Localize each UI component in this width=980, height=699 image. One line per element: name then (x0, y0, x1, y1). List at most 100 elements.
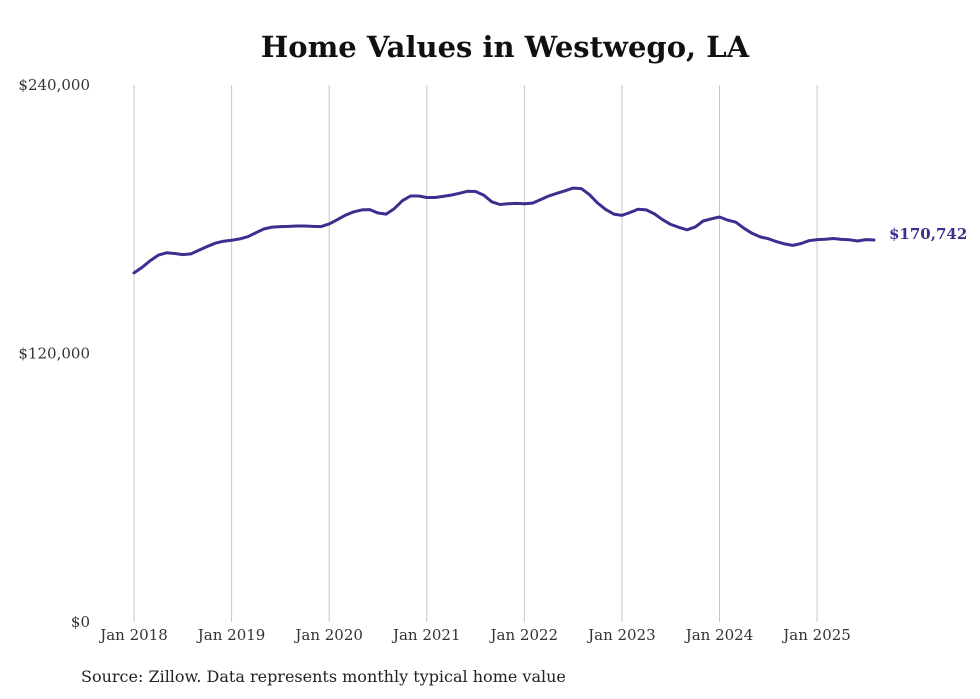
data-point (588, 193, 591, 196)
data-point (222, 240, 225, 243)
data-point (352, 210, 355, 214)
data-point (783, 242, 786, 246)
data-point (840, 238, 843, 241)
y-tick-label: $240,000 (18, 76, 90, 94)
data-point (645, 208, 648, 212)
data-point (864, 238, 868, 241)
data-point (165, 251, 168, 254)
data-point (685, 228, 689, 231)
data-point (319, 225, 323, 228)
data-point (449, 193, 453, 197)
x-tick-label: Jan 2024 (684, 626, 754, 644)
data-point (539, 198, 542, 201)
data-point (287, 225, 290, 228)
data-point (628, 211, 632, 214)
x-tick-label: Jan 2020 (293, 626, 363, 644)
data-point (767, 237, 770, 240)
data-point (214, 242, 217, 245)
data-point (384, 212, 388, 216)
data-point (173, 252, 176, 255)
data-point (506, 202, 510, 205)
data-point (531, 201, 534, 205)
data-point (734, 221, 737, 224)
data-point (515, 202, 518, 205)
data-point (726, 218, 729, 222)
data-point (336, 218, 339, 221)
data-point (344, 214, 347, 217)
data-point (498, 203, 502, 206)
data-point (759, 235, 762, 239)
y-tick-label: $120,000 (18, 345, 90, 363)
x-axis-tick-labels: Jan 2018 Jan 2019 Jan 2020 Jan 2021 Jan 2022… (98, 626, 851, 644)
data-point (815, 238, 819, 241)
data-point (149, 259, 152, 262)
data-point (718, 215, 721, 219)
data-point (393, 207, 396, 210)
data-point (669, 223, 672, 226)
home-value-line (132, 186, 876, 275)
x-tick-label: Jan 2019 (196, 626, 266, 644)
data-point (254, 231, 258, 234)
data-point (604, 208, 607, 211)
data-point (466, 190, 469, 193)
data-point (523, 202, 526, 205)
data-point (653, 212, 656, 216)
data-point (262, 227, 266, 231)
data-point (246, 235, 249, 238)
data-point (433, 196, 437, 199)
data-point (279, 225, 282, 228)
data-point (328, 222, 331, 226)
data-point (637, 208, 640, 211)
data-point (482, 193, 485, 197)
data-point (807, 239, 811, 242)
chart-title: Home Values in Westwego, LA (260, 30, 750, 64)
source-note: Source: Zillow. Data represents monthly … (81, 667, 566, 686)
data-point (474, 190, 477, 193)
gridlines (133, 85, 818, 622)
data-point (563, 189, 567, 192)
data-point (238, 237, 241, 241)
data-point (140, 266, 144, 269)
data-point (490, 200, 493, 203)
end-value-label: $170,742 (889, 225, 967, 243)
data-point (458, 192, 461, 195)
y-tick-label: $0 (71, 613, 90, 631)
data-point (417, 194, 420, 198)
data-point (775, 240, 778, 243)
data-point (742, 227, 746, 230)
data-point (824, 238, 827, 241)
data-point (311, 225, 315, 228)
data-point (441, 195, 445, 198)
data-point (401, 199, 404, 202)
data-point (409, 194, 412, 198)
data-point (197, 248, 201, 252)
data-point (376, 211, 380, 215)
x-tick-label: Jan 2023 (586, 626, 656, 644)
data-point (271, 225, 274, 229)
data-point (132, 271, 136, 275)
x-tick-label: Jan 2021 (391, 626, 461, 644)
data-point (620, 214, 624, 217)
data-point (303, 224, 306, 228)
x-tick-label: Jan 2022 (489, 626, 559, 644)
data-point (856, 239, 859, 243)
x-tick-label: Jan 2018 (98, 626, 168, 644)
data-point (425, 196, 428, 199)
data-point (848, 238, 851, 241)
data-points (132, 186, 876, 275)
data-point (206, 245, 209, 248)
data-point (661, 218, 664, 221)
data-point (872, 238, 876, 242)
data-point (791, 244, 794, 247)
data-point (580, 187, 583, 190)
data-point (702, 219, 705, 223)
data-point (295, 224, 298, 228)
data-point (596, 201, 599, 205)
data-point (230, 239, 233, 242)
x-tick-label: Jan 2025 (781, 626, 851, 644)
data-point (677, 226, 680, 229)
data-point (181, 253, 184, 256)
data-point (750, 232, 754, 235)
data-point (547, 194, 550, 198)
